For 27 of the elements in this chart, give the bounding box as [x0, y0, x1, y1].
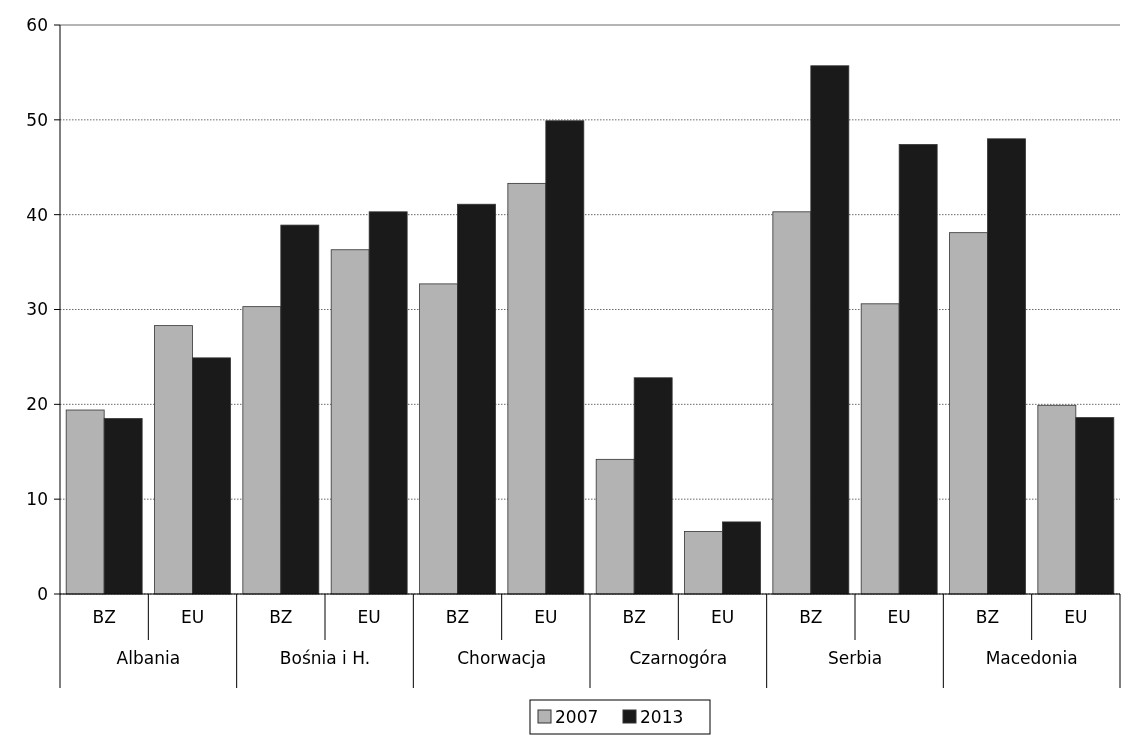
x-tick-label: EU	[887, 607, 911, 627]
text: Serbia	[827, 648, 883, 668]
text: Bośnia i H.	[279, 648, 371, 668]
legend-label: 2007	[555, 706, 599, 727]
y-tick-label: 60	[26, 14, 48, 35]
x-tick-label: BZ	[622, 607, 646, 627]
y-tick-label: 40	[26, 204, 48, 225]
x-tick-label: EU	[180, 607, 205, 627]
x-tick-label: BZ	[92, 607, 116, 627]
y-tick-label: 0	[37, 583, 48, 604]
x-tick-label: BZ	[799, 607, 823, 627]
y-tick-label: 50	[26, 109, 48, 130]
text: Macedonia	[985, 648, 1078, 668]
x-tick-label: EU	[534, 607, 558, 627]
y-tick-label: 30	[26, 299, 48, 320]
y-tick-label: 20	[26, 394, 48, 415]
x-tick-label: EU	[710, 607, 735, 627]
legend-label: 2013	[640, 706, 684, 727]
x-tick-label: EU	[357, 607, 381, 627]
y-tick-label: 10	[26, 489, 48, 510]
text: Czarnogóra	[629, 648, 728, 668]
x-tick-label: BZ	[269, 607, 293, 627]
x-tick-label: BZ	[445, 607, 470, 627]
text: Chorwacja	[457, 648, 547, 668]
x-tick-label: EU	[1064, 607, 1088, 627]
x-tick-label: BZ	[975, 607, 1000, 627]
text: Albania	[116, 648, 181, 668]
